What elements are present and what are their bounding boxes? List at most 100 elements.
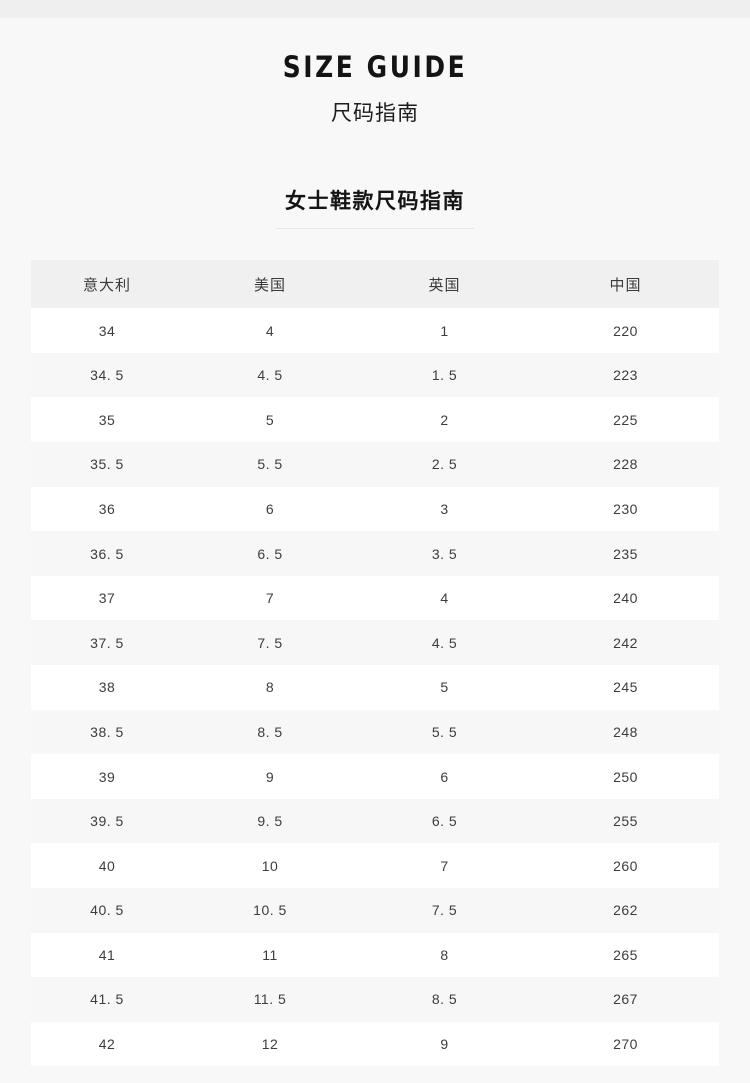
cell-us: 10 xyxy=(261,857,279,874)
cell-italy: 37 xyxy=(98,590,116,607)
cell-china: 223 xyxy=(613,367,638,384)
cell-italy: 38 xyxy=(98,679,116,696)
size-table-container: 意大利 美国 英国 中国 34 4 1 220 34. 5 4. 5 1. 5 223 35 5 2… xyxy=(31,260,719,1067)
cell-us: 6 xyxy=(265,500,275,517)
cell-uk: 2 xyxy=(440,411,449,428)
cell-china: 240 xyxy=(613,590,638,607)
column-header-uk: 英国 xyxy=(428,276,461,294)
cell-us: 10. 5 xyxy=(253,902,287,919)
cell-china: 235 xyxy=(613,545,638,562)
cell-italy: 37. 5 xyxy=(90,634,124,651)
cell-china: 248 xyxy=(613,723,638,740)
section-header: 女士鞋款尺码指南 xyxy=(0,189,750,230)
cell-uk: 4. 5 xyxy=(431,634,458,651)
cell-us: 11. 5 xyxy=(253,991,287,1008)
table-row: 37 7 4 240 xyxy=(31,575,719,621)
cell-uk: 7 xyxy=(440,857,449,874)
table-row: 41 11 8 265 xyxy=(31,932,719,978)
cell-uk: 7. 5 xyxy=(431,902,458,919)
table-row: 42 12 9 270 xyxy=(31,1021,719,1067)
cell-us: 4. 5 xyxy=(257,367,283,384)
top-band xyxy=(0,0,750,18)
table-row: 37. 5 7. 5 4. 5 242 xyxy=(31,620,719,666)
cell-china: 250 xyxy=(613,768,638,785)
section-title: 女士鞋款尺码指南 xyxy=(285,190,465,214)
table-row: 39. 5 9. 5 6. 5 255 xyxy=(31,798,719,844)
cell-us: 8. 5 xyxy=(257,723,283,740)
cell-uk: 6. 5 xyxy=(431,813,458,830)
cell-china: 260 xyxy=(613,857,638,874)
table-row: 35 5 2 225 xyxy=(31,397,719,443)
cell-china: 262 xyxy=(613,902,638,919)
cell-uk: 4 xyxy=(440,590,449,607)
table-row: 40 10 7 260 xyxy=(31,843,719,888)
cell-us: 9. 5 xyxy=(257,813,283,830)
cell-italy: 34. 5 xyxy=(90,367,124,384)
table-row: 36 6 3 230 xyxy=(31,486,719,532)
cell-italy: 39. 5 xyxy=(90,813,124,830)
cell-us: 12 xyxy=(261,1036,279,1053)
column-header-us: 美国 xyxy=(253,276,286,294)
cell-italy: 40. 5 xyxy=(90,902,124,919)
section-divider xyxy=(276,228,474,230)
cell-us: 7 xyxy=(265,590,275,607)
cell-us: 4 xyxy=(265,322,275,339)
cell-us: 5 xyxy=(265,411,275,428)
cell-uk: 8 xyxy=(440,946,449,963)
cell-china: 228 xyxy=(613,456,638,473)
cell-china: 245 xyxy=(613,679,638,696)
table-row: 34 4 1 220 xyxy=(31,308,719,353)
cell-china: 225 xyxy=(613,411,638,428)
cell-china: 242 xyxy=(613,634,638,651)
column-header-china: 中国 xyxy=(609,276,642,294)
table-row: 35. 5 5. 5 2. 5 228 xyxy=(31,442,719,487)
cell-italy: 35 xyxy=(98,411,116,428)
cell-italy: 42 xyxy=(98,1036,116,1053)
cell-uk: 8. 5 xyxy=(431,991,458,1008)
cell-china: 267 xyxy=(613,991,638,1008)
table-row: 38 8 5 245 xyxy=(31,665,719,710)
cell-italy: 41 xyxy=(98,946,116,963)
cell-uk: 5. 5 xyxy=(431,723,458,740)
cell-china: 255 xyxy=(613,813,638,830)
table-row: 34. 5 4. 5 1. 5 223 xyxy=(31,352,719,398)
cell-italy: 40 xyxy=(98,857,116,874)
cell-china: 270 xyxy=(613,1036,638,1053)
cell-italy: 36. 5 xyxy=(90,545,124,562)
cell-uk: 2. 5 xyxy=(431,456,458,473)
cell-uk: 3 xyxy=(440,500,449,517)
table-row: 41. 5 11. 5 8. 5 267 xyxy=(31,977,719,1022)
cell-china: 220 xyxy=(613,322,638,339)
size-table-head: 意大利 美国 英国 中国 xyxy=(31,260,719,309)
cell-china: 230 xyxy=(613,500,638,517)
size-table: 意大利 美国 英国 中国 34 4 1 220 34. 5 4. 5 1. 5 223 35 5 2… xyxy=(31,260,719,1067)
table-row: 36. 5 6. 5 3. 5 235 xyxy=(31,531,719,576)
cell-us: 7. 5 xyxy=(257,634,283,651)
cell-uk: 3. 5 xyxy=(431,545,458,562)
cell-uk: 1. 5 xyxy=(431,367,458,384)
title-block: SIZE GUIDE 尺码指南 xyxy=(0,18,750,126)
cell-italy: 38. 5 xyxy=(90,723,124,740)
table-row: 38. 5 8. 5 5. 5 248 xyxy=(31,709,719,755)
table-row: 39 9 6 250 xyxy=(31,754,719,799)
cell-us: 11 xyxy=(262,946,278,963)
cell-uk: 5 xyxy=(440,679,449,696)
cell-china: 265 xyxy=(613,946,638,963)
cell-us: 6. 5 xyxy=(257,545,283,562)
size-guide-page: SIZE GUIDE 尺码指南 女士鞋款尺码指南 意大利 美国 英国 中国 34… xyxy=(0,18,750,1067)
cell-italy: 36 xyxy=(98,500,116,517)
cell-italy: 39 xyxy=(98,768,116,785)
page-title: SIZE GUIDE xyxy=(282,50,468,84)
cell-us: 9 xyxy=(265,768,275,785)
cell-us: 8 xyxy=(265,679,275,696)
column-header-italy: 意大利 xyxy=(82,276,131,294)
cell-uk: 9 xyxy=(440,1036,449,1053)
cell-uk: 1 xyxy=(440,322,449,339)
table-row: 40. 5 10. 5 7. 5 262 xyxy=(31,887,719,933)
cell-italy: 35. 5 xyxy=(90,456,124,473)
cell-uk: 6 xyxy=(440,768,449,785)
cell-us: 5. 5 xyxy=(257,456,283,473)
cell-italy: 41. 5 xyxy=(90,991,124,1008)
page-subtitle: 尺码指南 xyxy=(331,101,419,125)
